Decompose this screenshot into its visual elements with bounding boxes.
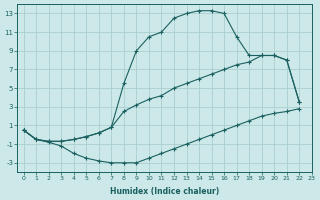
- X-axis label: Humidex (Indice chaleur): Humidex (Indice chaleur): [110, 187, 219, 196]
